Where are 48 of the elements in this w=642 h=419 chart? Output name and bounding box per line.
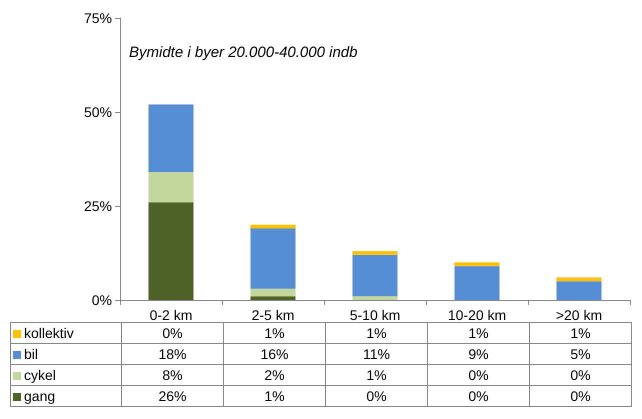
legend-label: bil: [10, 344, 122, 364]
legend-label: kollektiv: [10, 322, 122, 344]
bar: [352, 296, 398, 300]
x-tick-label: 10-20 km: [448, 307, 506, 323]
x-tick-label: 2-5 km: [252, 307, 294, 323]
data-label: 26%: [122, 386, 224, 406]
bar: [352, 254, 398, 296]
y-tick-label: 0%: [92, 292, 112, 308]
data-label: 2%: [224, 364, 326, 386]
bar: [148, 104, 194, 172]
legend-label: gang: [10, 386, 122, 406]
data-label: 1%: [530, 322, 632, 344]
data-label: 5%: [530, 344, 632, 364]
data-label: 0%: [326, 386, 428, 406]
y-tick-label: 25%: [84, 198, 112, 214]
bar: [556, 277, 602, 282]
data-label: 18%: [122, 344, 224, 364]
data-label: 1%: [428, 322, 530, 344]
data-label: 16%: [224, 344, 326, 364]
bar: [556, 281, 602, 300]
data-label: 1%: [326, 322, 428, 344]
x-tick-label: 5-10 km: [350, 307, 400, 323]
data-label: 0%: [122, 322, 224, 344]
y-tick-label: 75%: [84, 10, 112, 26]
data-label: 0%: [530, 364, 632, 386]
legend-label: cykel: [10, 364, 122, 386]
bar: [148, 172, 194, 202]
x-tick-label: >20 km: [556, 307, 602, 323]
data-label: 0%: [530, 386, 632, 406]
bar: [454, 266, 500, 300]
bar: [250, 228, 296, 289]
data-label: 8%: [122, 364, 224, 386]
bar: [454, 262, 500, 266]
text: Bymidte i byer 20.000-40.000 indb: [129, 44, 358, 61]
data-label: 1%: [224, 386, 326, 406]
data-label: 0%: [428, 386, 530, 406]
data-label: 9%: [428, 344, 530, 364]
bar: [250, 288, 296, 296]
data-label: 0%: [428, 364, 530, 386]
bar: [250, 296, 296, 300]
data-label: 1%: [224, 322, 326, 344]
data-label: 1%: [326, 364, 428, 386]
x-tick-label: 0-2 km: [150, 307, 192, 323]
data-label: 11%: [326, 344, 428, 364]
y-tick-label: 50%: [84, 104, 112, 120]
bar: [250, 224, 296, 229]
bar: [352, 251, 398, 255]
bar: [148, 202, 194, 300]
